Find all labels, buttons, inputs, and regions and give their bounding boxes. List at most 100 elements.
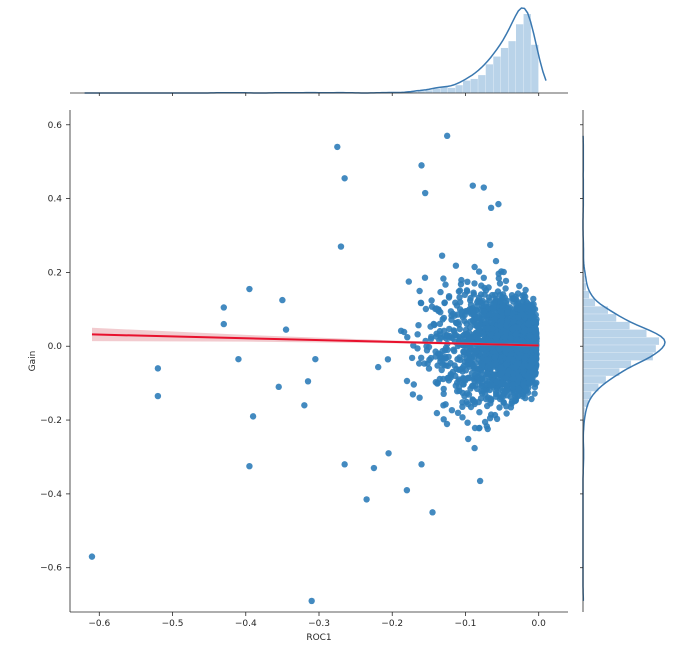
scatter-point — [499, 294, 506, 301]
y-tick-label: 0.6 — [48, 121, 63, 131]
top-histogram-bar — [410, 92, 418, 93]
scatter-point — [458, 276, 465, 284]
scatter-point — [482, 391, 489, 398]
scatter-point — [421, 274, 429, 281]
scatter-point — [249, 413, 257, 420]
scatter-point — [423, 347, 431, 354]
scatter-point — [403, 377, 411, 385]
scatter-point — [439, 360, 446, 367]
right-marginal-ticks — [580, 124, 583, 569]
scatter-point — [489, 362, 497, 369]
right-histogram-bar — [583, 275, 585, 283]
y-tick-label: 0.4 — [48, 195, 63, 205]
scatter-point — [418, 354, 425, 361]
scatter-point — [466, 306, 473, 313]
scatter-point — [471, 444, 478, 452]
scatter-point — [507, 404, 515, 411]
scatter-point — [489, 325, 496, 332]
top-histogram-bar — [440, 86, 448, 93]
scatter-point — [495, 200, 502, 208]
top-histogram-bar — [425, 90, 433, 93]
scatter-point — [492, 378, 500, 386]
scatter-point — [454, 318, 462, 326]
scatter-point — [432, 348, 439, 355]
scatter-point — [497, 308, 505, 315]
top-histogram-bar — [417, 91, 425, 93]
scatter-point — [502, 285, 509, 292]
scatter-point — [154, 392, 162, 400]
scatter-point — [418, 162, 425, 169]
scatter-point — [363, 496, 370, 503]
scatter-point — [282, 326, 290, 333]
scatter-point — [488, 319, 495, 326]
y-tick-label: 0.0 — [48, 342, 63, 352]
scatter-point — [459, 375, 467, 383]
scatter-point — [463, 390, 471, 397]
scatter-point — [532, 365, 539, 372]
scatter-point — [405, 278, 412, 285]
scatter-point — [476, 409, 483, 416]
scatter-point — [440, 416, 447, 423]
scatter-points — [88, 132, 540, 605]
scatter-point — [472, 359, 479, 367]
scatter-point — [505, 355, 512, 363]
scatter-point — [220, 320, 227, 328]
scatter-point — [417, 299, 425, 306]
scatter-point — [515, 385, 522, 393]
scatter-point — [498, 268, 505, 275]
scatter-point — [476, 477, 484, 485]
top-histogram-bar — [447, 87, 456, 93]
scatter-point — [525, 327, 533, 334]
right-histogram-bar — [583, 376, 606, 384]
scatter-point — [483, 356, 491, 364]
scatter-point — [434, 380, 441, 387]
scatter-point — [443, 332, 450, 340]
top-histogram-bar — [516, 24, 524, 94]
top-histogram-bar — [455, 85, 463, 93]
scatter-point — [403, 486, 411, 494]
top-histogram-bar — [531, 44, 539, 93]
scatter-point — [456, 287, 464, 294]
scatter-point — [524, 372, 531, 379]
right-histogram-bar — [583, 298, 596, 307]
scatter-point — [474, 336, 482, 343]
scatter-point — [478, 282, 485, 289]
scatter-point — [385, 450, 392, 457]
scatter-point — [515, 314, 522, 321]
scatter-point — [409, 391, 417, 398]
scatter-point — [466, 324, 474, 331]
x-tick-label: 0.0 — [532, 619, 547, 629]
scatter-point — [527, 357, 535, 364]
right-marginal — [580, 110, 666, 612]
main-plot: −0.6 −0.5 −0.4 −0.3 −0.2 −0.1 0.0 −0.6 −0.4 −0.2… — [28, 110, 568, 643]
scatter-point — [304, 378, 312, 385]
scatter-point — [312, 355, 319, 363]
scatter-point — [408, 354, 416, 362]
scatter-point — [510, 375, 517, 382]
scatter-point — [479, 331, 486, 338]
scatter-point — [448, 312, 455, 319]
scatter-point — [442, 401, 449, 408]
scatter-point — [88, 553, 96, 560]
top-histogram-bar — [485, 64, 493, 93]
scatter-point — [519, 393, 526, 400]
scatter-point — [512, 396, 519, 403]
x-tick-label: −0.3 — [308, 619, 330, 629]
top-histogram-bar — [470, 78, 478, 93]
scatter-point — [523, 387, 530, 394]
scatter-point — [502, 277, 510, 285]
scatter-point — [512, 331, 519, 338]
scatter-point — [532, 328, 539, 335]
scatter-point — [520, 381, 527, 388]
scatter-point — [475, 268, 483, 275]
right-histogram-bar — [583, 283, 586, 291]
scatter-point — [452, 262, 460, 269]
scatter-point — [487, 204, 495, 212]
scatter-point — [469, 397, 476, 404]
scatter-point — [443, 420, 451, 428]
regression-line — [91, 333, 539, 347]
scatter-point — [473, 321, 480, 328]
scatter-point — [528, 395, 535, 403]
scatter-point — [494, 332, 501, 339]
